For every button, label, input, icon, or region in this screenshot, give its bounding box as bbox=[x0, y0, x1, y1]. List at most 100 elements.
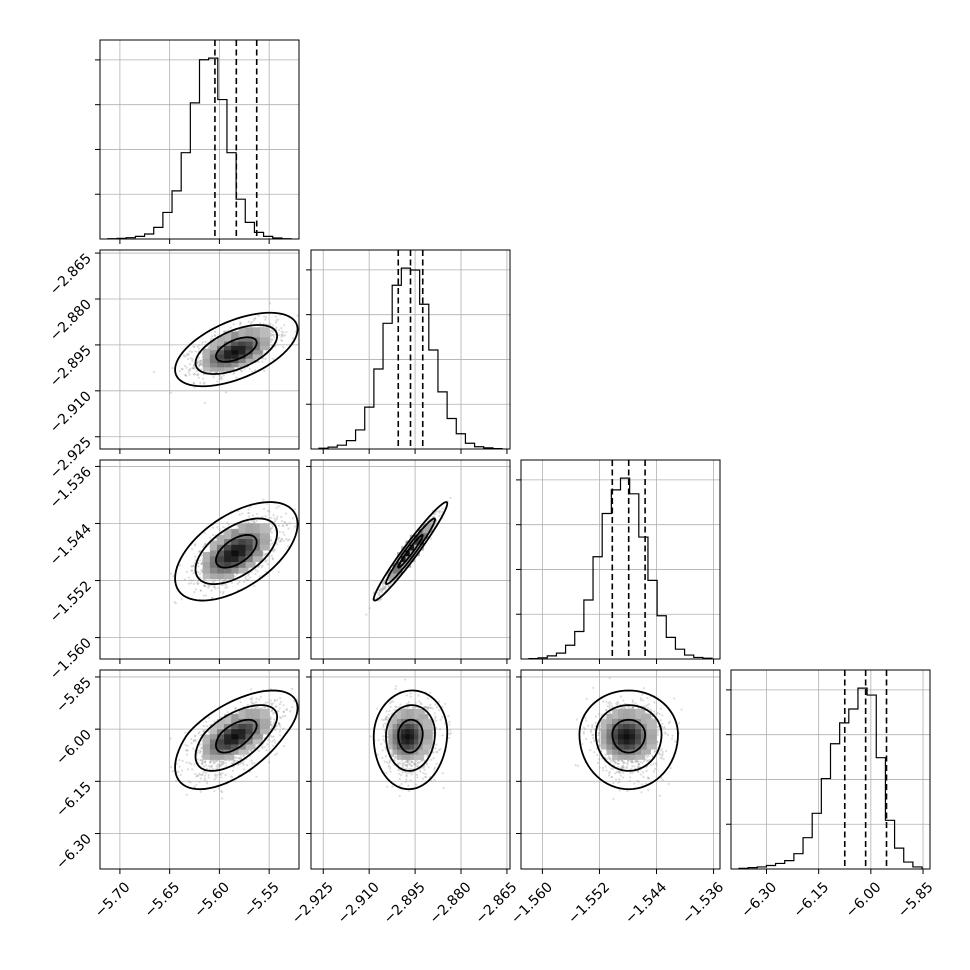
density-cells bbox=[202, 327, 270, 372]
scatter-point bbox=[271, 557, 274, 560]
scatter-point bbox=[257, 314, 260, 317]
scatter-point bbox=[199, 362, 203, 366]
scatter-point bbox=[195, 370, 198, 373]
scatter-point bbox=[258, 575, 261, 578]
scatter-point bbox=[197, 565, 200, 568]
scatter-point bbox=[183, 578, 186, 581]
scatter-point bbox=[279, 700, 283, 703]
density-cells bbox=[202, 523, 270, 580]
scatter-point bbox=[380, 597, 383, 601]
scatter-point bbox=[204, 584, 207, 588]
scatter-point bbox=[203, 401, 206, 404]
scatter-point bbox=[238, 580, 241, 584]
scatter-point bbox=[275, 752, 279, 755]
scatter-point bbox=[178, 564, 182, 567]
scatter-point bbox=[199, 359, 202, 363]
scatter-point bbox=[249, 576, 252, 579]
scatter-point bbox=[278, 530, 281, 534]
density-cell bbox=[217, 557, 228, 568]
scatter-point bbox=[382, 580, 385, 583]
scatter-point bbox=[262, 507, 266, 510]
density-cell bbox=[209, 563, 220, 574]
scatter-point bbox=[200, 360, 203, 363]
scatter-point bbox=[245, 579, 249, 582]
scatter-point bbox=[203, 779, 206, 782]
ytick-label: −2.910 bbox=[47, 388, 95, 436]
density-cell bbox=[217, 569, 228, 580]
density-cell bbox=[238, 557, 249, 568]
scatter-point bbox=[272, 712, 275, 715]
density-cell bbox=[259, 529, 270, 540]
scatter-point bbox=[232, 372, 235, 375]
scatter-point bbox=[204, 761, 207, 764]
scatter-point bbox=[437, 510, 440, 513]
scatter-point bbox=[213, 586, 216, 589]
scatter-point bbox=[262, 498, 265, 501]
density-cell bbox=[245, 557, 256, 568]
scatter-point bbox=[202, 545, 205, 549]
scatter-point bbox=[203, 381, 206, 384]
scatter-point bbox=[254, 572, 257, 575]
scatter-point bbox=[192, 367, 195, 370]
scatter-point bbox=[222, 762, 225, 765]
scatter-point bbox=[194, 555, 197, 558]
scatter-point bbox=[285, 538, 288, 541]
density-cell bbox=[388, 569, 399, 580]
scatter-point bbox=[270, 329, 273, 332]
scatter-point bbox=[201, 562, 204, 565]
scatter-point bbox=[187, 582, 190, 585]
scatter-point bbox=[194, 588, 197, 591]
scatter-point bbox=[261, 746, 264, 750]
scatter-point bbox=[244, 521, 247, 524]
scatter-point bbox=[382, 580, 386, 583]
scatter-point bbox=[216, 767, 219, 770]
density-cell bbox=[422, 523, 433, 534]
scatter-point bbox=[379, 588, 382, 591]
scatter-point bbox=[278, 702, 282, 706]
scatter-point bbox=[197, 347, 201, 350]
scatter-point bbox=[277, 570, 280, 574]
scatter-point bbox=[257, 565, 260, 569]
scatter-point bbox=[197, 561, 200, 565]
scatter-point bbox=[240, 756, 243, 759]
scatter-point bbox=[224, 586, 227, 589]
scatter-point bbox=[263, 315, 266, 318]
density-cell bbox=[217, 546, 228, 557]
scatter-point bbox=[233, 575, 237, 578]
scatter-point bbox=[199, 559, 202, 562]
contour-level-1 bbox=[385, 517, 436, 586]
panel-3-0: −5.70 −5.65 −5.60 −5.55−6.30−6.15−6.00−5.85 bbox=[53, 669, 300, 921]
scatter-point bbox=[257, 749, 261, 753]
scatter-point bbox=[215, 371, 218, 374]
scatter-point bbox=[222, 583, 225, 586]
scatter-point bbox=[272, 513, 275, 517]
scatter-point bbox=[282, 334, 285, 337]
scatter-point bbox=[254, 706, 258, 710]
scatter-point bbox=[381, 588, 384, 592]
density-cell bbox=[418, 529, 429, 540]
scatter-point bbox=[213, 720, 216, 723]
scatter-point bbox=[270, 531, 273, 534]
scatter-point bbox=[184, 354, 188, 357]
scatter-point bbox=[215, 537, 218, 540]
density-cell bbox=[231, 534, 242, 545]
scatter-point bbox=[262, 357, 265, 360]
scatter-point bbox=[253, 317, 256, 320]
scatter-point bbox=[239, 701, 242, 704]
scatter-point bbox=[203, 761, 207, 764]
panel-0-0 bbox=[95, 39, 300, 244]
density-cell bbox=[414, 540, 425, 551]
scatter-point bbox=[189, 362, 192, 366]
scatter-point bbox=[186, 352, 189, 356]
scatter-point bbox=[199, 589, 203, 592]
scatter-point bbox=[284, 512, 288, 515]
scatter-point bbox=[274, 753, 277, 756]
scatter-point bbox=[203, 585, 206, 588]
scatter-point bbox=[193, 564, 196, 567]
scatter-point bbox=[213, 778, 216, 781]
scatter-point bbox=[377, 594, 380, 597]
scatter-point bbox=[258, 698, 261, 701]
density-cell bbox=[238, 327, 249, 338]
density-cell bbox=[224, 534, 235, 545]
